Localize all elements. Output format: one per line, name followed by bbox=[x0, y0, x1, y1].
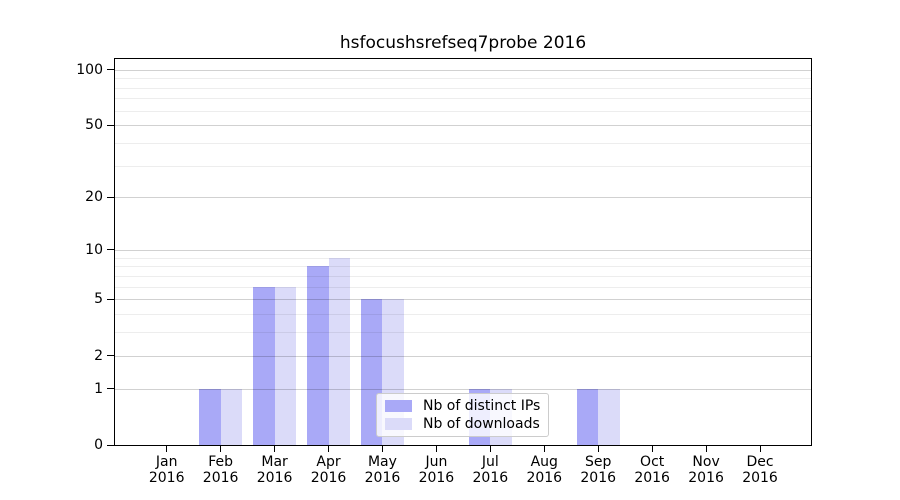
x-tick-label: Feb 2016 bbox=[202, 454, 239, 486]
legend-item-downloads: Nb of downloads bbox=[385, 416, 540, 432]
downloads-swatch bbox=[385, 418, 412, 430]
x-tick-label: May 2016 bbox=[364, 454, 401, 486]
gridline-major bbox=[115, 355, 811, 357]
gridline-major bbox=[115, 299, 811, 301]
bar bbox=[306, 266, 329, 445]
legend-label-distinct-ips: Nb of distinct IPs bbox=[423, 398, 541, 414]
x-tick-label: Jul 2016 bbox=[472, 454, 509, 486]
x-tick-mark bbox=[274, 446, 276, 452]
gridline-minor bbox=[115, 286, 811, 288]
gridline-minor bbox=[115, 165, 811, 167]
gridline-major bbox=[115, 125, 811, 127]
x-tick-label: Dec 2016 bbox=[742, 454, 778, 486]
x-tick-mark bbox=[435, 446, 437, 452]
gridline-minor bbox=[115, 332, 811, 334]
x-tick-mark bbox=[166, 446, 168, 452]
legend-item-distinct-ips: Nb of distinct IPs bbox=[385, 398, 540, 414]
bar bbox=[598, 388, 620, 445]
y-tick-label: 10 bbox=[85, 241, 103, 258]
y-tick-mark bbox=[107, 355, 114, 357]
gridline-minor bbox=[115, 78, 811, 80]
bar bbox=[199, 388, 221, 445]
legend: Nb of distinct IPs Nb of downloads bbox=[376, 393, 550, 437]
bar bbox=[576, 388, 599, 445]
distinct-ips-swatch bbox=[385, 400, 412, 412]
plot-area bbox=[114, 58, 812, 446]
y-tick-label: 2 bbox=[94, 347, 103, 364]
gridline-major bbox=[115, 197, 811, 199]
x-tick-label: Nov 2016 bbox=[688, 454, 724, 486]
x-tick-label: Jun 2016 bbox=[418, 454, 455, 486]
gridline-major bbox=[115, 388, 811, 390]
chart-title: hsfocushsrefseq7probe 2016 bbox=[339, 33, 587, 53]
gridline-major bbox=[115, 69, 811, 71]
gridline-minor bbox=[115, 142, 811, 144]
x-tick-mark bbox=[597, 446, 599, 452]
gridline-minor bbox=[115, 98, 811, 100]
x-tick-mark bbox=[651, 446, 653, 452]
gridline-minor bbox=[115, 266, 811, 268]
y-tick-mark bbox=[107, 444, 114, 446]
y-tick-mark bbox=[107, 298, 114, 300]
bar bbox=[274, 286, 297, 445]
x-tick-mark bbox=[543, 446, 545, 452]
x-tick-mark bbox=[705, 446, 707, 452]
gridline-major bbox=[115, 249, 811, 251]
x-tick-mark bbox=[489, 446, 491, 452]
gridline-minor bbox=[115, 87, 811, 89]
x-tick-label: Aug 2016 bbox=[526, 454, 563, 486]
gridline-minor bbox=[115, 275, 811, 277]
y-tick-mark bbox=[107, 388, 114, 390]
x-tick-mark bbox=[381, 446, 383, 452]
y-tick-label: 0 bbox=[94, 437, 103, 453]
y-tick-mark bbox=[107, 69, 114, 71]
y-tick-label: 5 bbox=[94, 291, 103, 308]
gridline-minor bbox=[115, 110, 811, 112]
legend-label-downloads: Nb of downloads bbox=[423, 416, 540, 432]
x-tick-label: Jan 2016 bbox=[148, 454, 185, 486]
y-tick-mark bbox=[107, 124, 114, 126]
y-tick-label: 20 bbox=[85, 189, 103, 206]
bar bbox=[252, 286, 275, 445]
gridline-minor bbox=[115, 314, 811, 316]
x-tick-mark bbox=[220, 446, 222, 452]
x-tick-mark bbox=[759, 446, 761, 452]
x-tick-label: Sep 2016 bbox=[580, 454, 617, 486]
bar bbox=[328, 257, 351, 445]
y-tick-mark bbox=[107, 249, 114, 251]
x-tick-label: Oct 2016 bbox=[634, 454, 670, 486]
bar bbox=[220, 388, 243, 445]
gridline-minor bbox=[115, 257, 811, 259]
y-tick-label: 1 bbox=[94, 380, 103, 397]
x-tick-mark bbox=[328, 446, 330, 452]
x-tick-label: Mar 2016 bbox=[256, 454, 293, 486]
y-tick-mark bbox=[107, 196, 114, 198]
y-tick-label: 100 bbox=[76, 61, 103, 78]
x-tick-label: Apr 2016 bbox=[310, 454, 347, 486]
y-tick-label: 50 bbox=[85, 117, 103, 134]
